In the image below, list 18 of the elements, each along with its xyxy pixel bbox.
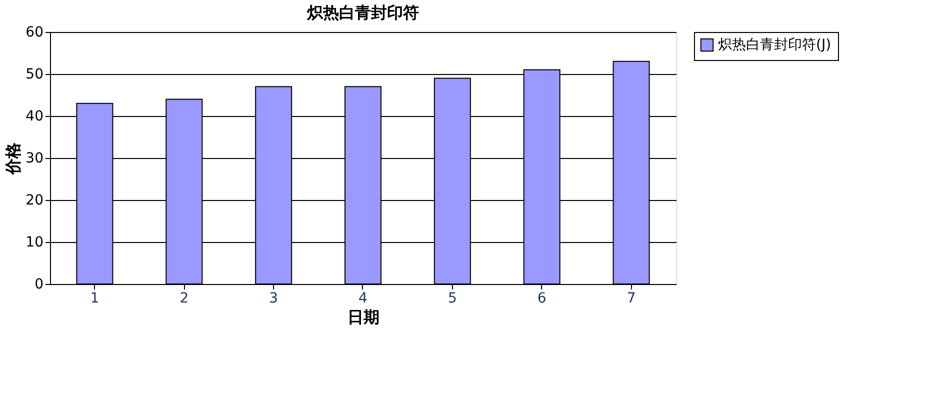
x-tick-label: 3 bbox=[269, 290, 278, 306]
y-tick-label: 40 bbox=[26, 108, 44, 124]
y-tick-label: 0 bbox=[34, 276, 44, 292]
x-tick-label: 6 bbox=[537, 290, 546, 306]
x-tick-label: 5 bbox=[448, 290, 457, 306]
chart-title: 炽热白青封印符 bbox=[306, 3, 419, 22]
x-tick-label: 7 bbox=[626, 290, 636, 306]
y-axis-title: 价格 bbox=[4, 142, 23, 176]
legend-label: 炽热白青封印符(J) bbox=[718, 37, 832, 53]
x-tick-label: 1 bbox=[90, 290, 100, 306]
x-tick-label: 2 bbox=[180, 290, 189, 306]
y-tick-label: 10 bbox=[26, 234, 44, 250]
y-tick-label: 30 bbox=[26, 150, 44, 166]
x-tick-label: 4 bbox=[358, 290, 368, 306]
y-tick-label: 20 bbox=[26, 192, 44, 208]
y-tick-label: 60 bbox=[26, 24, 44, 40]
y-tick-label: 50 bbox=[26, 66, 44, 82]
x-axis-title: 日期 bbox=[348, 308, 380, 326]
